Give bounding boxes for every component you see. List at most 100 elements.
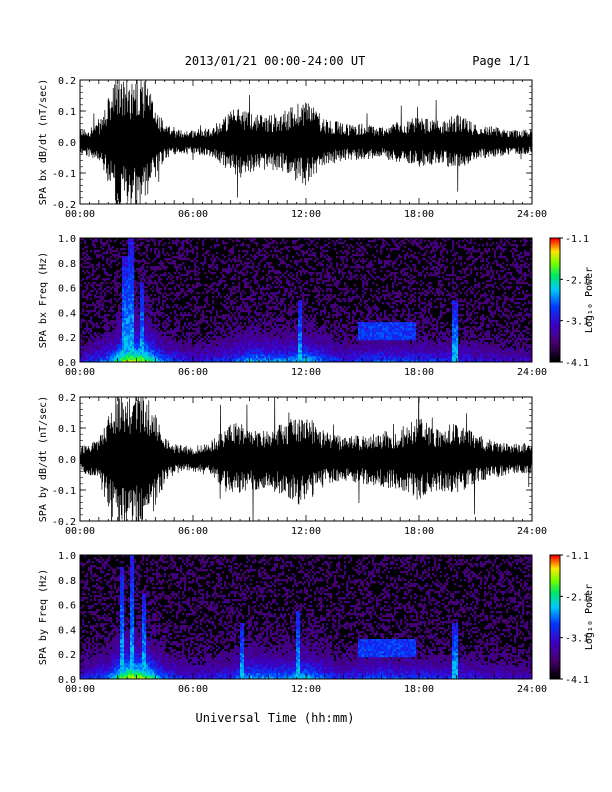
heatmap-cell <box>228 350 231 353</box>
heatmap-cell <box>108 274 111 277</box>
heatmap-cell <box>146 330 149 333</box>
heatmap-cell <box>218 350 221 353</box>
heatmap-cell <box>202 350 205 353</box>
heatmap-cell <box>210 344 213 347</box>
heatmap-cell <box>118 262 121 265</box>
heatmap-cell <box>196 358 199 361</box>
heatmap-cell <box>126 308 129 311</box>
heatmap-cell <box>298 328 301 331</box>
heatmap-cell <box>118 346 121 349</box>
heatmap-cell <box>112 316 115 319</box>
heatmap-cell <box>96 256 99 259</box>
heatmap-cell <box>100 346 103 349</box>
heatmap-cell <box>122 350 125 353</box>
heatmap-cell <box>164 254 167 257</box>
heatmap-cell <box>314 350 317 353</box>
heatmap-cell <box>158 328 161 331</box>
heatmap-cell <box>158 322 161 325</box>
heatmap-cell <box>238 326 241 329</box>
heatmap-cell <box>346 292 349 295</box>
heatmap-cell <box>98 266 101 269</box>
heatmap-cell <box>88 310 91 313</box>
heatmap-cell <box>254 358 257 361</box>
heatmap-cell <box>336 346 339 349</box>
heatmap-cell <box>168 262 171 265</box>
heatmap-cell <box>280 348 283 351</box>
heatmap-cell <box>154 324 157 327</box>
heatmap-cell <box>190 240 193 243</box>
heatmap-cell <box>278 264 281 267</box>
heatmap-cell <box>326 290 329 293</box>
heatmap-cell <box>254 336 257 339</box>
heatmap-cell <box>324 312 327 315</box>
heatmap-cell <box>212 360 215 363</box>
heatmap-cell <box>132 268 135 271</box>
heatmap-cell <box>170 352 173 355</box>
heatmap-cell <box>240 322 243 325</box>
heatmap-cell <box>152 268 155 271</box>
heatmap-cell <box>300 270 303 273</box>
heatmap-cell <box>268 334 271 337</box>
heatmap-cell <box>166 340 169 343</box>
heatmap-cell <box>92 324 95 327</box>
heatmap-cell <box>104 294 107 297</box>
heatmap-cell <box>208 356 211 359</box>
heatmap-cell <box>234 358 237 361</box>
heatmap-cell <box>82 238 85 241</box>
heatmap-cell <box>128 330 131 333</box>
heatmap-cell <box>240 352 243 355</box>
heatmap-cell <box>180 348 183 351</box>
heatmap-cell <box>256 340 259 343</box>
heatmap-cell <box>228 272 231 275</box>
heatmap-cell <box>168 340 171 343</box>
heatmap-cell <box>206 326 209 329</box>
heatmap-cell <box>338 300 341 303</box>
heatmap-cell <box>236 334 239 337</box>
heatmap-cell <box>258 254 261 257</box>
heatmap-cell <box>248 348 251 351</box>
heatmap-cell <box>128 284 131 287</box>
heatmap-cell <box>290 340 293 343</box>
heatmap-cell <box>114 278 117 281</box>
heatmap-cell <box>100 348 103 351</box>
heatmap-cell <box>132 302 135 305</box>
heatmap-cell <box>116 360 119 363</box>
heatmap-cell <box>150 250 153 253</box>
heatmap-cell <box>96 324 99 327</box>
heatmap-cell <box>176 238 179 241</box>
heatmap-cell <box>182 254 185 257</box>
heatmap-cell <box>332 342 335 345</box>
heatmap-cell <box>286 254 289 257</box>
heatmap-cell <box>338 342 341 345</box>
heatmap-cell <box>290 310 293 313</box>
heatmap-cell <box>316 346 319 349</box>
heatmap-cell <box>166 346 169 349</box>
heatmap-cell <box>122 280 125 283</box>
heatmap-cell <box>188 360 191 363</box>
panels: 00:00 06:00 12:00 18:00 24:000.20.10.0-0.1-0… <box>38 76 547 695</box>
heatmap-cell <box>228 268 231 271</box>
heatmap-cell <box>238 290 241 293</box>
heatmap-cell <box>124 290 127 293</box>
heatmap-cell <box>276 316 279 319</box>
heatmap-cell <box>110 310 113 313</box>
heatmap-cell <box>176 328 179 331</box>
heatmap-cell <box>326 348 329 351</box>
heatmap-cell <box>288 304 291 307</box>
heatmap-cell <box>86 360 89 363</box>
heatmap-cell <box>278 270 281 273</box>
heatmap-cell <box>286 280 289 283</box>
heatmap-cell <box>198 356 201 359</box>
heatmap-cell <box>124 320 127 323</box>
heatmap-cell <box>132 282 135 285</box>
heatmap-cell <box>346 316 349 319</box>
heatmap-cell <box>154 298 157 301</box>
heatmap-cell <box>138 260 141 263</box>
heatmap-cell <box>246 244 249 247</box>
heatmap-cell <box>112 348 115 351</box>
heatmap-cell <box>124 302 127 305</box>
heatmap-cell <box>212 344 215 347</box>
heatmap-cell <box>146 358 149 361</box>
heatmap-cell <box>152 356 155 359</box>
heatmap-cell <box>154 318 157 321</box>
